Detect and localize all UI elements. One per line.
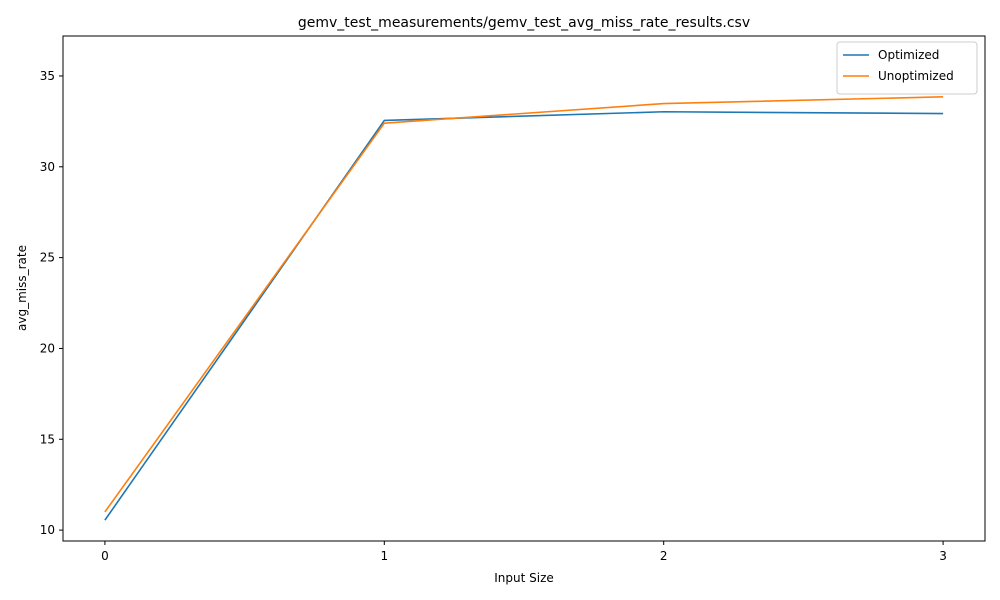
y-axis: 10 15 20 25 30 35 bbox=[40, 69, 63, 537]
chart-title: gemv_test_measurements/gemv_test_avg_mis… bbox=[298, 15, 750, 31]
legend-label: Optimized bbox=[878, 48, 939, 62]
x-tick-label: 2 bbox=[660, 549, 668, 563]
series-line-unoptimized bbox=[104, 96, 944, 513]
y-tick-label: 15 bbox=[40, 432, 55, 446]
series-lines bbox=[104, 96, 944, 521]
legend-box bbox=[836, 41, 978, 95]
y-tick-label: 30 bbox=[40, 160, 55, 174]
y-tick-label: 20 bbox=[40, 341, 55, 355]
y-tick-label: 10 bbox=[40, 523, 55, 537]
x-tick-label: 0 bbox=[101, 549, 109, 563]
x-tick-label: 3 bbox=[939, 549, 947, 563]
plot-area-frame bbox=[62, 35, 986, 542]
series-line-optimized bbox=[104, 110, 944, 521]
y-tick-label: 25 bbox=[40, 251, 55, 265]
legend: Optimized Unoptimized bbox=[836, 41, 978, 95]
y-axis-label: avg_miss_rate bbox=[15, 245, 29, 331]
x-tick-label: 1 bbox=[380, 549, 388, 563]
y-tick-label: 35 bbox=[40, 69, 55, 83]
x-axis: 0 1 2 3 bbox=[101, 541, 947, 563]
x-axis-label: Input Size bbox=[494, 571, 554, 585]
legend-label: Unoptimized bbox=[878, 69, 954, 83]
